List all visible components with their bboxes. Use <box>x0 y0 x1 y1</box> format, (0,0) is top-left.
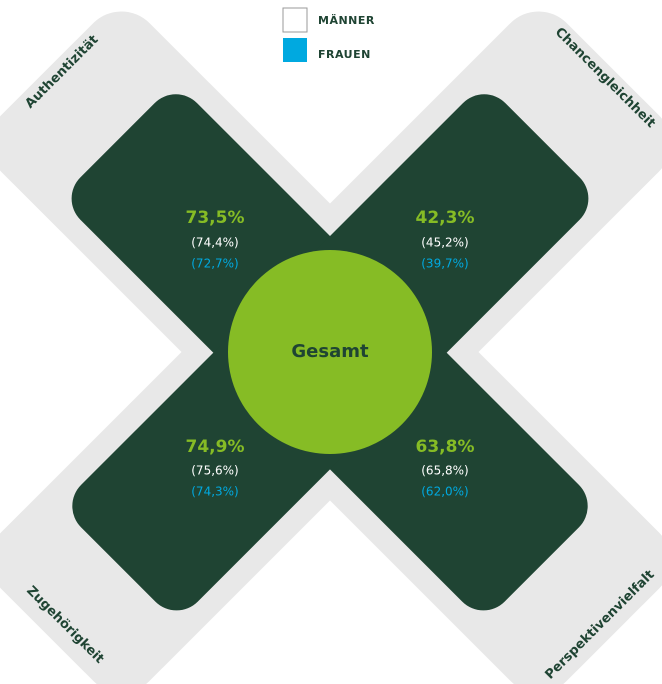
quadrant: 42,3% (45,2%) (39,7%) <box>416 208 475 271</box>
quadrant: 73,5% (74,4%) (72,7%) <box>186 208 245 271</box>
quadrant: 74,9% (75,6%) (74,3%) <box>186 437 245 499</box>
quadrant: 63,8% (65,8%) (62,0%) <box>416 437 475 499</box>
women-value: (62,0%) <box>421 485 468 499</box>
women-value: (72,7%) <box>191 257 238 271</box>
total-value: 73,5% <box>186 208 245 228</box>
total-value: 63,8% <box>416 437 475 457</box>
legend-label: MÄNNER <box>318 13 375 27</box>
center-label: Gesamt <box>291 341 369 362</box>
men-value: (75,6%) <box>191 464 238 478</box>
women-value: (74,3%) <box>191 485 238 499</box>
legend-swatch <box>282 7 308 33</box>
legend-swatch <box>283 38 307 62</box>
women-value: (39,7%) <box>421 257 468 271</box>
men-value: (45,2%) <box>421 236 468 250</box>
men-value: (74,4%) <box>191 236 238 250</box>
men-value: (65,8%) <box>421 464 468 478</box>
center-circle <box>228 250 432 454</box>
total-value: 42,3% <box>416 208 475 228</box>
legend-label: FRAUEN <box>318 48 371 61</box>
total-value: 74,9% <box>186 437 245 457</box>
